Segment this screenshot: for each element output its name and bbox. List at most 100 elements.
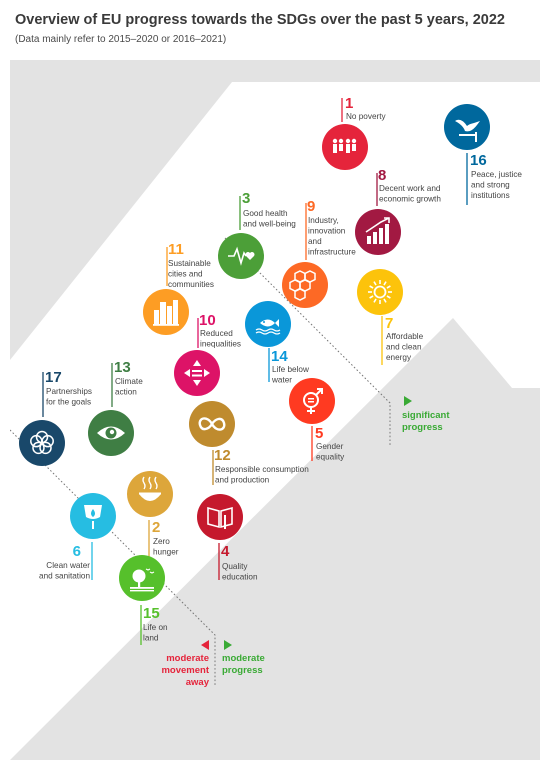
- goal-16-label-line-3: institutions: [471, 191, 510, 200]
- page-subtitle: (Data mainly refer to 2015–2020 or 2016–…: [15, 34, 227, 45]
- goal-17-label-line-1: Partnerships: [46, 387, 92, 396]
- goal-13-label-line-1: Climate: [115, 377, 143, 386]
- goal-9-label-line-3: and: [308, 237, 322, 246]
- goal-1: 1No poverty: [322, 95, 386, 170]
- legend-significant: significant progress: [402, 396, 450, 433]
- goal-8-circle: [355, 209, 401, 255]
- goal-2-label-line-2: hunger: [153, 548, 179, 557]
- family-icon: [332, 138, 357, 153]
- goal-14-number: 14: [271, 348, 288, 365]
- goal-11-label-line-2: cities and: [168, 270, 203, 279]
- eye-globe-icon: [97, 426, 125, 440]
- goal-15-label-line-1: Life on: [143, 623, 168, 632]
- flower-icon: [30, 430, 54, 455]
- goal-3-label-line-2: and well-being: [243, 220, 296, 229]
- goal-5-number: 5: [315, 425, 323, 442]
- goal-7-label-line-3: energy: [386, 353, 412, 362]
- goal-6-label-line-1: Clean water: [46, 561, 90, 570]
- goal-16-number: 16: [470, 152, 487, 169]
- goal-3: 3 Good health and well-being: [218, 190, 296, 279]
- goal-3-circle: [218, 233, 264, 279]
- goal-13-number: 13: [114, 359, 131, 376]
- goal-1-label-line-1: No poverty: [346, 112, 386, 121]
- goal-2-label-line-1: Zero: [153, 537, 170, 546]
- goal-12-label-line-2: and production: [215, 476, 270, 485]
- legend-away-line1: moderate: [166, 653, 209, 664]
- legend-away-line2: movement: [161, 665, 209, 676]
- goal-7-label-line-2: and clean: [386, 343, 422, 352]
- goal-6-label-line-2: and sanitation: [39, 572, 90, 581]
- dove-icon: [455, 119, 480, 142]
- growth-chart-icon: [365, 217, 390, 244]
- moderate-threshold-line: [10, 429, 216, 685]
- goal-13-label-line-2: action: [115, 388, 137, 397]
- goal-5-label-line-2: equality: [316, 453, 345, 462]
- goal-4-label-line-1: Quality: [222, 562, 248, 571]
- tree-icon: [130, 568, 155, 592]
- goal-12-number: 12: [214, 447, 231, 464]
- significant-marker-icon: [404, 396, 412, 406]
- goal-10-number: 10: [199, 312, 216, 329]
- goal-7-label-line-1: Affordable: [386, 332, 424, 341]
- goal-8-label-line-2: economic growth: [379, 195, 441, 204]
- goal-6-number: 6: [73, 543, 81, 560]
- bowl-icon: [139, 476, 161, 501]
- goal-9-label-line-2: innovation: [308, 227, 346, 236]
- heartbeat-icon: [228, 246, 255, 266]
- goal-3-label-line-1: Good health: [243, 209, 288, 218]
- goal-1-circle: [322, 124, 368, 170]
- fish-icon: [255, 319, 281, 335]
- legend-significant-line1: significant: [402, 410, 450, 421]
- significant-threshold-line: [224, 237, 391, 445]
- equality-icon: [184, 360, 210, 386]
- gender-icon: [303, 388, 323, 414]
- goal-3-number: 3: [242, 190, 250, 207]
- goal-4-label-line-2: education: [222, 573, 258, 582]
- legend-significant-line2: progress: [402, 422, 443, 433]
- goal-1-number: 1: [345, 95, 353, 112]
- legend-moderate-line1: moderate: [222, 653, 265, 664]
- legend-away: moderate movement away: [161, 640, 210, 688]
- goal-14-label-line-1: Life below: [272, 365, 309, 374]
- legend-away-line3: away: [186, 677, 210, 688]
- goal-10-label-line-2: inequalities: [200, 340, 241, 349]
- sun-icon: [368, 280, 392, 304]
- goal-4: 4 Quality education: [197, 494, 258, 582]
- goal-9-number: 9: [307, 198, 315, 215]
- page-title: Overview of EU progress towards the SDGs…: [15, 12, 505, 28]
- goal-15-number: 15: [143, 605, 160, 622]
- goal-5-label-line-1: Gender: [316, 442, 344, 451]
- goal-17-number: 17: [45, 369, 62, 386]
- goal-9-label-line-1: Industry,: [308, 216, 339, 225]
- goal-11-label-line-1: Sustainable: [168, 259, 211, 268]
- goal-9-label-line-4: infrastructure: [308, 248, 356, 257]
- goal-11-number: 11: [168, 241, 184, 258]
- goal-2-number: 2: [152, 519, 160, 536]
- goal-14-label-line-2: water: [271, 376, 292, 385]
- goal-11-label-line-3: communities: [168, 280, 214, 289]
- infinity-icon: [198, 417, 226, 431]
- goal-15-label-line-2: land: [143, 634, 159, 643]
- moderate-marker-icon: [224, 640, 232, 650]
- away-marker-icon: [201, 640, 209, 650]
- goal-8-label-line-1: Decent work and: [379, 184, 441, 193]
- goal-16-label-line-2: and strong: [471, 181, 510, 190]
- goal-8-number: 8: [378, 167, 386, 184]
- goal-10-circle: [174, 350, 220, 396]
- legend-moderate: moderate progress: [222, 640, 265, 676]
- city-icon: [153, 300, 179, 326]
